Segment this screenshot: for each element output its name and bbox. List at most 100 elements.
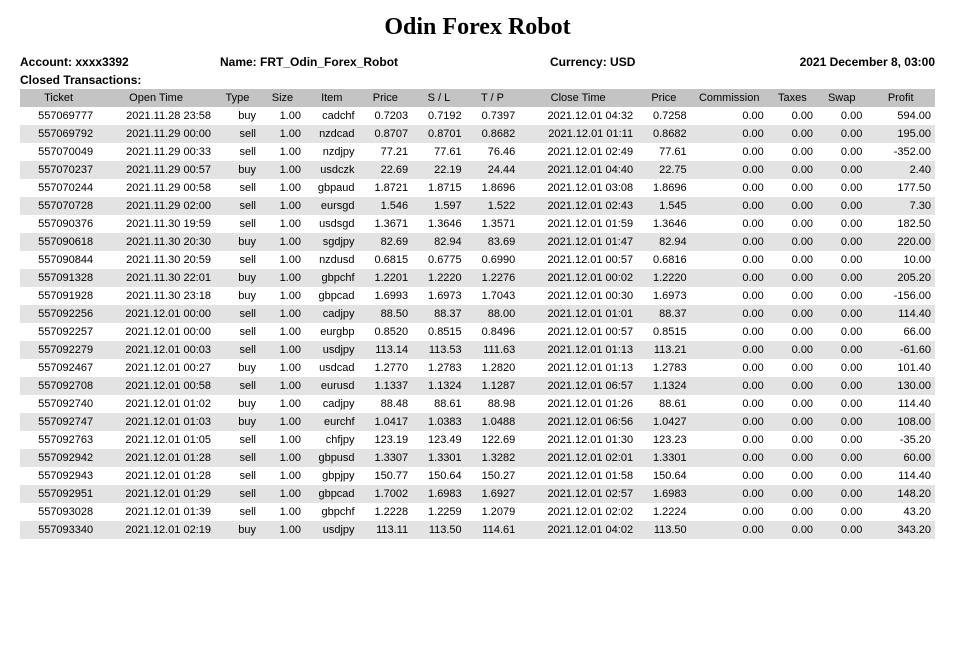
table-cell: 1.8696 xyxy=(466,179,520,197)
table-cell: buy xyxy=(215,395,260,413)
table-cell: 0.00 xyxy=(817,125,866,143)
table-cell: 88.50 xyxy=(359,305,413,323)
table-cell: 1.546 xyxy=(359,197,413,215)
table-cell: sell xyxy=(215,323,260,341)
account-field: Account: xxxx3392 xyxy=(20,55,220,69)
table-cell: 0.6816 xyxy=(637,251,691,269)
table-row: 5570929422021.12.01 01:28sell1.00gbpusd1… xyxy=(20,449,935,467)
table-cell: 2021.12.01 01:28 xyxy=(97,449,215,467)
table-cell: 88.48 xyxy=(359,395,413,413)
table-cell: sell xyxy=(215,467,260,485)
table-cell: 1.3282 xyxy=(466,449,520,467)
table-cell: gbpcad xyxy=(305,485,359,503)
name-field: Name: FRT_Odin_Forex_Robot xyxy=(220,55,550,69)
table-cell: 2021.12.01 00:27 xyxy=(97,359,215,377)
table-cell: 1.6973 xyxy=(412,287,466,305)
table-cell: 2021.12.01 01:13 xyxy=(519,359,637,377)
table-cell: 1.00 xyxy=(260,305,305,323)
table-cell: 0.00 xyxy=(817,341,866,359)
table-cell: 557091928 xyxy=(20,287,97,305)
table-cell: 0.8520 xyxy=(359,323,413,341)
table-cell: 1.2770 xyxy=(359,359,413,377)
table-row: 5570922562021.12.01 00:00sell1.00cadjpy8… xyxy=(20,305,935,323)
table-cell: 2021.12.01 02:01 xyxy=(519,449,637,467)
table-row: 5570702442021.11.29 00:58sell1.00gbpaud1… xyxy=(20,179,935,197)
table-row: 5570702372021.11.29 00:57buy1.00usdczk22… xyxy=(20,161,935,179)
table-cell: 0.00 xyxy=(691,143,768,161)
account-value: xxxx3392 xyxy=(75,55,128,69)
table-cell: 557069777 xyxy=(20,107,97,125)
table-cell: usdczk xyxy=(305,161,359,179)
table-cell: 0.00 xyxy=(691,467,768,485)
table-cell: 0.00 xyxy=(691,305,768,323)
column-header: Close Time xyxy=(519,89,637,107)
table-cell: 0.00 xyxy=(768,179,817,197)
table-cell: 1.0417 xyxy=(359,413,413,431)
table-cell: 1.3307 xyxy=(359,449,413,467)
table-cell: 2021.12.01 01:28 xyxy=(97,467,215,485)
table-cell: 2021.12.01 01:03 xyxy=(97,413,215,431)
table-cell: 1.00 xyxy=(260,467,305,485)
table-row: 5570927402021.12.01 01:02buy1.00cadjpy88… xyxy=(20,395,935,413)
table-cell: 557092257 xyxy=(20,323,97,341)
table-cell: 2021.11.29 00:33 xyxy=(97,143,215,161)
table-cell: 0.00 xyxy=(817,449,866,467)
table-cell: 123.49 xyxy=(412,431,466,449)
table-cell: 1.3646 xyxy=(412,215,466,233)
table-cell: 130.00 xyxy=(866,377,935,395)
table-cell: buy xyxy=(215,287,260,305)
table-cell: 0.00 xyxy=(691,485,768,503)
table-cell: 2021.12.01 01:13 xyxy=(519,341,637,359)
table-cell: gbpaud xyxy=(305,179,359,197)
table-cell: buy xyxy=(215,359,260,377)
table-cell: eurchf xyxy=(305,413,359,431)
table-cell: 150.27 xyxy=(466,467,520,485)
table-row: 5570908442021.11.30 20:59sell1.00nzdusd0… xyxy=(20,251,935,269)
table-cell: 0.00 xyxy=(817,503,866,521)
table-cell: 0.00 xyxy=(691,359,768,377)
table-cell: 24.44 xyxy=(466,161,520,179)
table-cell: 2021.12.01 06:56 xyxy=(519,413,637,431)
table-cell: 1.3301 xyxy=(637,449,691,467)
table-cell: 0.6775 xyxy=(412,251,466,269)
table-cell: 22.69 xyxy=(359,161,413,179)
table-cell: 0.00 xyxy=(817,485,866,503)
table-cell: buy xyxy=(215,161,260,179)
table-cell: 1.00 xyxy=(260,251,305,269)
table-cell: 1.3301 xyxy=(412,449,466,467)
table-cell: 1.00 xyxy=(260,233,305,251)
table-cell: gbpjpy xyxy=(305,467,359,485)
table-cell: 0.6815 xyxy=(359,251,413,269)
table-cell: eurusd xyxy=(305,377,359,395)
table-cell: 1.1324 xyxy=(637,377,691,395)
table-cell: 1.7002 xyxy=(359,485,413,503)
table-cell: 1.00 xyxy=(260,179,305,197)
table-cell: 150.64 xyxy=(637,467,691,485)
column-header: Profit xyxy=(866,89,935,107)
table-cell: 557069792 xyxy=(20,125,97,143)
table-cell: 0.00 xyxy=(817,521,866,539)
table-cell: 0.00 xyxy=(691,215,768,233)
table-cell: 557070728 xyxy=(20,197,97,215)
table-cell: 113.14 xyxy=(359,341,413,359)
table-cell: 76.46 xyxy=(466,143,520,161)
table-cell: 205.20 xyxy=(866,269,935,287)
table-cell: 1.00 xyxy=(260,215,305,233)
table-cell: 113.50 xyxy=(637,521,691,539)
table-cell: 0.00 xyxy=(768,197,817,215)
table-cell: nzdcad xyxy=(305,125,359,143)
table-cell: cadjpy xyxy=(305,305,359,323)
table-cell: 22.75 xyxy=(637,161,691,179)
table-cell: 0.00 xyxy=(817,467,866,485)
table-cell: sell xyxy=(215,215,260,233)
table-row: 5570929432021.12.01 01:28sell1.00gbpjpy1… xyxy=(20,467,935,485)
table-cell: 22.19 xyxy=(412,161,466,179)
table-cell: 2021.12.01 04:32 xyxy=(519,107,637,125)
table-cell: 43.20 xyxy=(866,503,935,521)
table-cell: buy xyxy=(215,269,260,287)
table-cell: 2021.12.01 04:40 xyxy=(519,161,637,179)
currency-field: Currency: USD xyxy=(550,55,750,69)
table-cell: 0.00 xyxy=(817,377,866,395)
table-cell: 343.20 xyxy=(866,521,935,539)
table-cell: -156.00 xyxy=(866,287,935,305)
